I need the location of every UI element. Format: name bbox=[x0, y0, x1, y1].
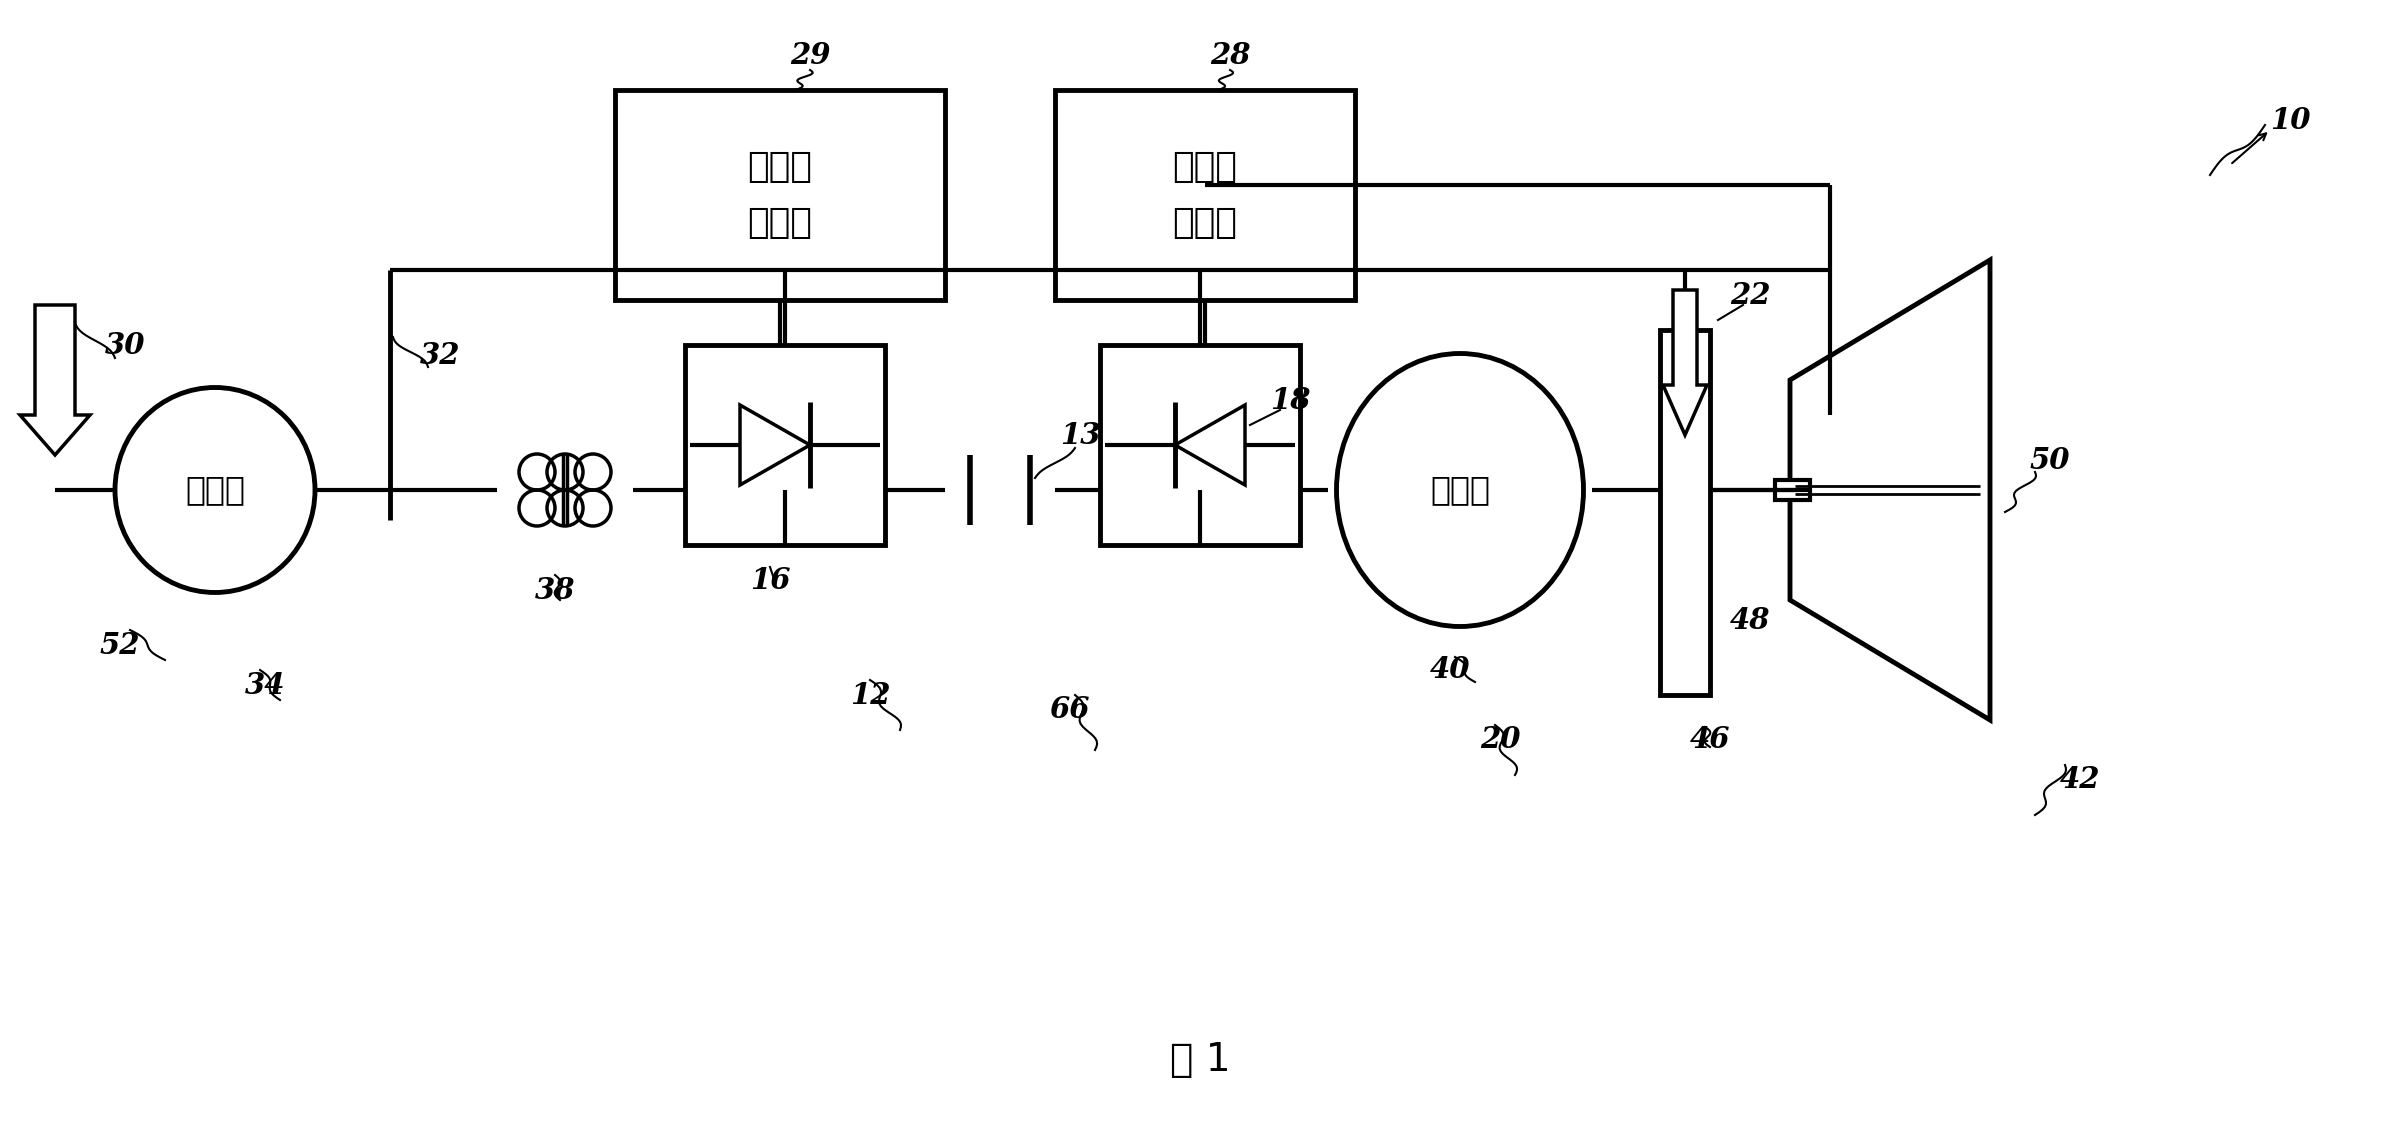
Text: 38: 38 bbox=[535, 576, 576, 604]
Text: 52: 52 bbox=[101, 630, 139, 660]
Polygon shape bbox=[1174, 405, 1246, 485]
Text: 40: 40 bbox=[1429, 655, 1469, 684]
Text: 66: 66 bbox=[1049, 695, 1090, 725]
Text: 34: 34 bbox=[245, 670, 286, 700]
Polygon shape bbox=[19, 305, 89, 455]
Text: 32: 32 bbox=[420, 340, 461, 370]
Text: 30: 30 bbox=[106, 330, 144, 360]
Text: 图 1: 图 1 bbox=[1169, 1041, 1229, 1079]
Text: 10: 10 bbox=[2269, 106, 2310, 134]
Bar bbox=[1774, 480, 1810, 500]
Text: 发电机: 发电机 bbox=[185, 473, 245, 506]
Text: 28: 28 bbox=[1210, 41, 1251, 69]
Text: 18: 18 bbox=[1270, 386, 1311, 414]
Polygon shape bbox=[1664, 290, 1707, 435]
Polygon shape bbox=[740, 405, 809, 485]
Bar bbox=[1054, 90, 1354, 300]
Bar bbox=[684, 345, 886, 545]
Text: 12: 12 bbox=[850, 681, 891, 709]
Text: 16: 16 bbox=[749, 566, 790, 594]
Text: 48: 48 bbox=[1729, 605, 1770, 635]
Bar bbox=[615, 90, 946, 300]
Text: 20: 20 bbox=[1479, 726, 1520, 754]
Text: 50: 50 bbox=[2029, 445, 2070, 475]
Text: 13: 13 bbox=[1059, 421, 1100, 450]
Bar bbox=[1659, 330, 1710, 695]
Text: 42: 42 bbox=[2060, 766, 2101, 794]
Text: 22: 22 bbox=[1729, 280, 1770, 310]
Bar bbox=[1100, 345, 1299, 545]
Text: 整流器
控制器: 整流器 控制器 bbox=[747, 150, 812, 240]
Text: 逆变器
控制器: 逆变器 控制器 bbox=[1172, 150, 1237, 240]
Polygon shape bbox=[1791, 259, 1990, 720]
Text: 46: 46 bbox=[1690, 726, 1731, 754]
Text: 29: 29 bbox=[790, 41, 831, 69]
Text: 电动机: 电动机 bbox=[1431, 473, 1491, 506]
